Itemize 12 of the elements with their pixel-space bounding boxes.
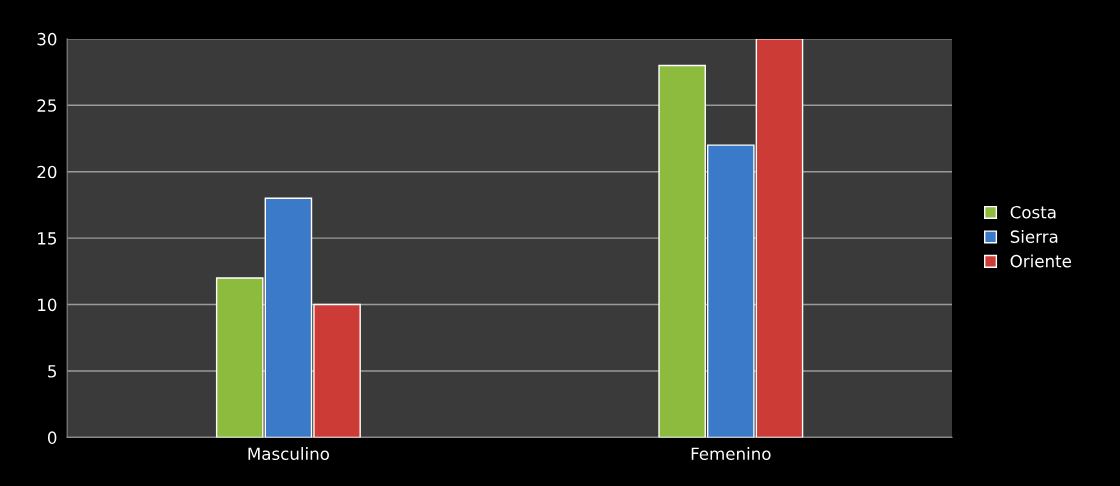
x-tick-label: Masculino xyxy=(248,447,329,461)
legend-label: Costa xyxy=(1010,205,1056,219)
y-tick-label: 30 xyxy=(37,32,57,46)
legend-label: Sierra xyxy=(1010,230,1058,243)
y-tick-label: 25 xyxy=(37,99,57,112)
y-tick-label: 0 xyxy=(47,431,57,444)
y-tick-label: 15 xyxy=(38,232,57,245)
legend-label: Oriente xyxy=(1010,254,1072,268)
x-tick-label: Femenino xyxy=(691,447,771,461)
y-tick-label: 5 xyxy=(48,365,57,378)
y-tick-label: 20 xyxy=(37,165,57,179)
y-tick-label: 10 xyxy=(38,298,57,312)
